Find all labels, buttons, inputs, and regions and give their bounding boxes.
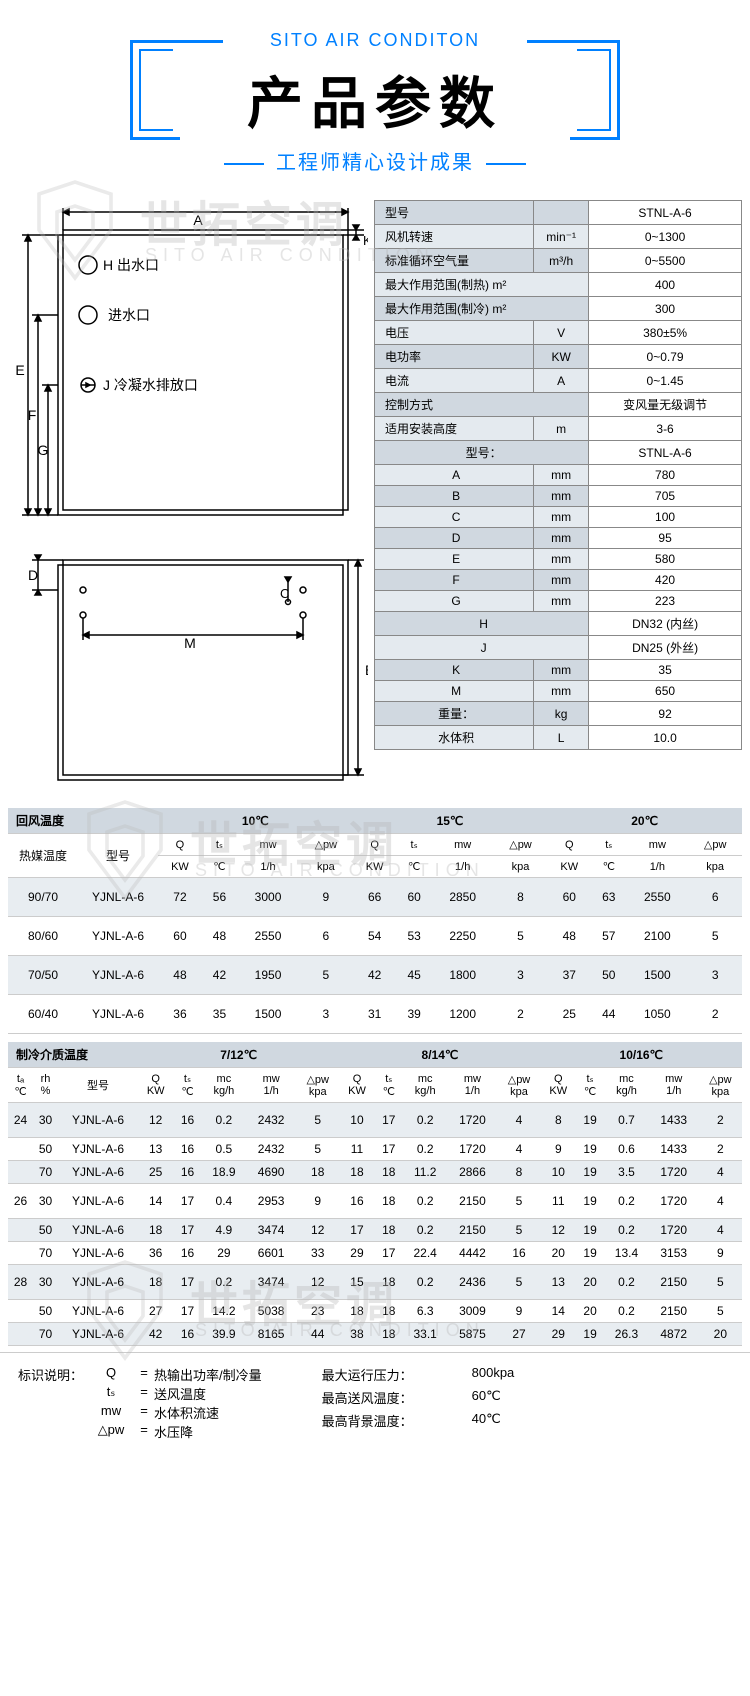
spec-label: B (375, 486, 534, 507)
spec-value: 400 (589, 273, 742, 297)
spec-label: 风机转速 (375, 225, 534, 249)
spec-unit (534, 201, 589, 225)
spec-label: 适用安装高度 (375, 417, 534, 441)
spec-label: 水体积 (375, 726, 534, 750)
spec-unit: mm (534, 681, 589, 702)
heating-table: 回风温度10℃15℃20℃热媒温度型号Qtₛmw△pwQtₛmw△pwQtₛmw… (8, 808, 742, 1034)
spec-value: STNL-A-6 (589, 441, 742, 465)
spec-label: 标准循环空气量 (375, 249, 534, 273)
spec-unit: mm (534, 549, 589, 570)
spec-value: 223 (589, 591, 742, 612)
spec-unit: m³/h (534, 249, 589, 273)
page-subtitle: 工程师精心设计成果 (0, 146, 750, 175)
bracket-left (130, 40, 180, 140)
cooling-table: 制冷介质温度7/12℃8/14℃10/16℃tₐ℃rh%型号QKWtₛ℃mckg… (8, 1042, 742, 1346)
spec-label: F (375, 570, 534, 591)
spec-unit: min⁻¹ (534, 225, 589, 249)
spec-label: 型号： (375, 441, 589, 465)
spec-value: 100 (589, 507, 742, 528)
svg-text:A: A (193, 212, 203, 228)
svg-text:C: C (280, 586, 289, 601)
spec-label: 型号 (375, 201, 534, 225)
spec-label: D (375, 528, 534, 549)
spec-unit: mm (534, 660, 589, 681)
spec-value: 705 (589, 486, 742, 507)
spec-table: 型号 STNL-A-6 风机转速min⁻¹0~1300 标准循环空气量m³/h0~55… (374, 200, 742, 750)
spec-value: 380±5% (589, 321, 742, 345)
spec-unit: L (534, 726, 589, 750)
spec-label: M (375, 681, 534, 702)
svg-text:J 冷凝水排放口: J 冷凝水排放口 (103, 377, 198, 393)
spec-label: 重量： (375, 702, 534, 726)
svg-text:进水口: 进水口 (108, 307, 150, 323)
spec-value: DN25 (外丝) (589, 636, 742, 660)
spec-label: H (375, 612, 589, 636)
spec-label: A (375, 465, 534, 486)
svg-text:M: M (184, 635, 196, 651)
dimension-diagram: A K H 出水口 进水口 J 冷凝水排放口 E F G (8, 200, 368, 800)
spec-value: STNL-A-6 (589, 201, 742, 225)
svg-text:D: D (28, 567, 38, 583)
spec-label: 电压 (375, 321, 534, 345)
svg-text:B: B (365, 662, 368, 678)
spec-unit: mm (534, 507, 589, 528)
spec-unit: mm (534, 591, 589, 612)
spec-label: E (375, 549, 534, 570)
spec-value: 780 (589, 465, 742, 486)
spec-value: 92 (589, 702, 742, 726)
spec-label: 最大作用范围(制冷) m² (375, 297, 589, 321)
header-brand: SITO AIR CONDITON (0, 30, 750, 51)
spec-value: 0~0.79 (589, 345, 742, 369)
spec-unit: mm (534, 465, 589, 486)
page-header: SITO AIR CONDITON 产品参数 工程师精心设计成果 (0, 0, 750, 190)
spec-unit: kg (534, 702, 589, 726)
spec-value: DN32 (内丝) (589, 612, 742, 636)
spec-value: 580 (589, 549, 742, 570)
spec-value: 0~1.45 (589, 369, 742, 393)
spec-label: 最大作用范围(制热) m² (375, 273, 589, 297)
spec-unit: mm (534, 570, 589, 591)
spec-value: 300 (589, 297, 742, 321)
spec-label: 电流 (375, 369, 534, 393)
spec-value: 变风量无级调节 (589, 393, 742, 417)
spec-unit: m (534, 417, 589, 441)
spec-label: 控制方式 (375, 393, 589, 417)
diagram-column: A K H 出水口 进水口 J 冷凝水排放口 E F G (8, 200, 368, 800)
spec-value: 0~5500 (589, 249, 742, 273)
spec-value: 3-6 (589, 417, 742, 441)
svg-text:F: F (28, 407, 37, 423)
bracket-right (570, 40, 620, 140)
spec-unit: mm (534, 486, 589, 507)
svg-text:H 出水口: H 出水口 (103, 257, 159, 273)
spec-label: J (375, 636, 589, 660)
page-title: 产品参数 (0, 59, 750, 140)
spec-label: 电功率 (375, 345, 534, 369)
legend: 标识说明： Q=热输出功率/制冷量tₛ=送风温度mw=水体积流速△pw=水压降 … (0, 1352, 750, 1453)
spec-label: G (375, 591, 534, 612)
spec-value: 650 (589, 681, 742, 702)
spec-unit: mm (534, 528, 589, 549)
spec-value: 10.0 (589, 726, 742, 750)
spec-value: 420 (589, 570, 742, 591)
legend-title: 标识说明： (18, 1365, 88, 1441)
spec-label: C (375, 507, 534, 528)
svg-text:G: G (38, 442, 49, 458)
spec-value: 0~1300 (589, 225, 742, 249)
spec-unit: V (534, 321, 589, 345)
spec-unit: KW (534, 345, 589, 369)
svg-text:E: E (15, 362, 24, 378)
spec-value: 95 (589, 528, 742, 549)
svg-text:K: K (363, 233, 368, 248)
spec-label: K (375, 660, 534, 681)
spec-value: 35 (589, 660, 742, 681)
spec-unit: A (534, 369, 589, 393)
